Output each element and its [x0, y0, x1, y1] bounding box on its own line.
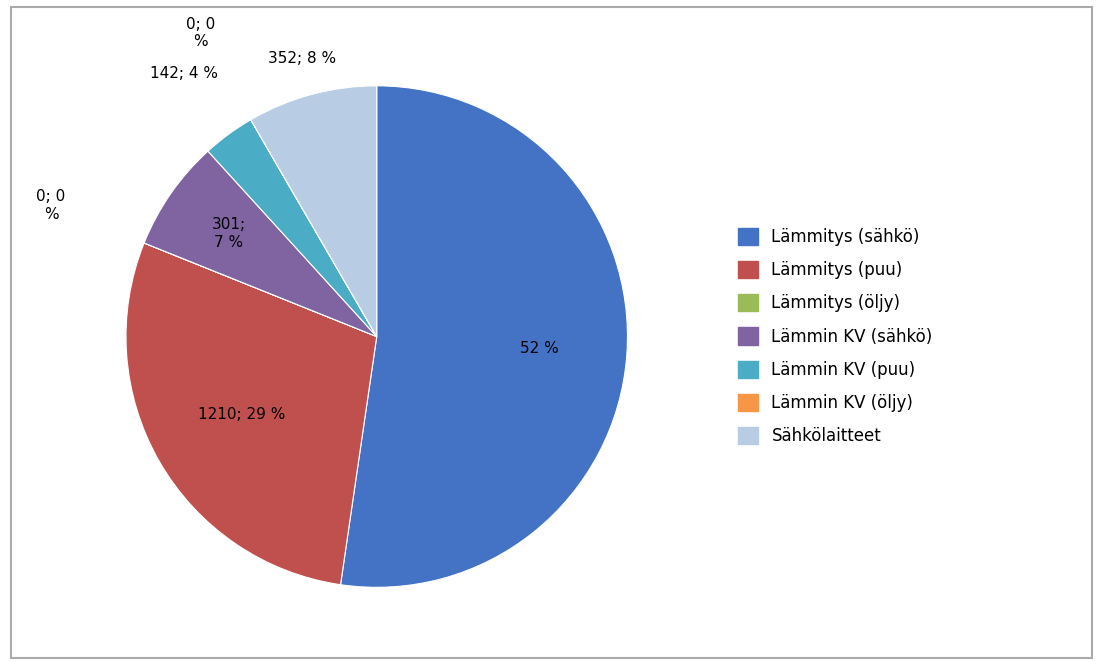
- Wedge shape: [250, 86, 377, 336]
- Wedge shape: [250, 120, 377, 336]
- Text: 142; 4 %: 142; 4 %: [150, 66, 218, 81]
- Wedge shape: [144, 151, 377, 336]
- Wedge shape: [144, 243, 377, 336]
- Text: 0; 0
%: 0; 0 %: [185, 17, 215, 49]
- Text: 301;
7 %: 301; 7 %: [212, 217, 246, 250]
- Text: 52 %: 52 %: [520, 341, 558, 356]
- Text: 0; 0
%: 0; 0 %: [36, 190, 66, 221]
- Wedge shape: [126, 243, 377, 585]
- Text: 1210; 29 %: 1210; 29 %: [199, 406, 286, 422]
- Text: 352; 8 %: 352; 8 %: [268, 51, 335, 66]
- Wedge shape: [208, 120, 377, 336]
- Wedge shape: [341, 86, 628, 587]
- Legend: Lämmitys (sähkö), Lämmitys (puu), Lämmitys (öljy), Lämmin KV (sähkö), Lämmin KV : Lämmitys (sähkö), Lämmitys (puu), Lämmit…: [730, 219, 941, 454]
